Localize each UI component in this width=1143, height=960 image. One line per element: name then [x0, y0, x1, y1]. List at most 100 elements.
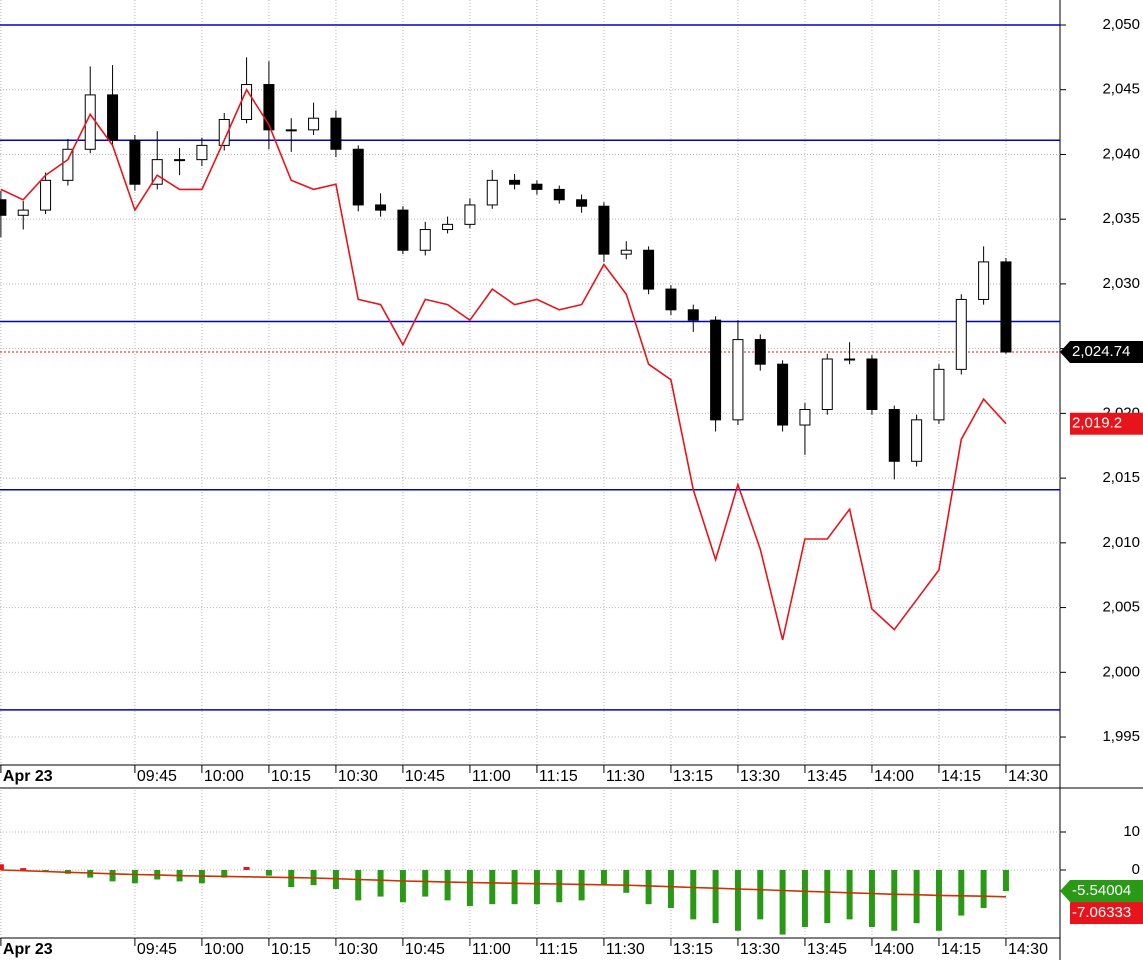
histogram-bar — [288, 869, 295, 888]
candle-body — [442, 223, 454, 231]
x-tick-label: 10:45 — [405, 941, 445, 958]
price-tag — [1060, 880, 1143, 903]
x-tick-label: 14:30 — [1008, 941, 1048, 958]
candle-body — [710, 319, 722, 421]
x-tick-label: 14:00 — [874, 768, 914, 785]
x-tick-label: 13:15 — [673, 768, 713, 785]
candle-body — [308, 117, 320, 131]
histogram-bar — [667, 869, 674, 908]
histogram-bar — [935, 869, 942, 931]
x-tick-label: 11:30 — [606, 768, 645, 785]
overlay-line — [0, 88, 1007, 641]
histogram-bar — [20, 868, 27, 870]
x-tick-label: 09:45 — [137, 768, 177, 785]
histogram-bar — [891, 869, 898, 931]
x-tick-label: 10:45 — [405, 768, 445, 785]
histogram-bar — [444, 869, 451, 901]
histogram-bar — [109, 869, 116, 882]
candle-body — [129, 139, 141, 185]
candle-body — [777, 363, 789, 426]
candle-body — [464, 204, 476, 225]
histogram-bar — [556, 869, 563, 903]
histogram-bar — [846, 869, 853, 920]
candle-body — [576, 199, 588, 207]
candle-body — [598, 205, 610, 255]
candle-body — [218, 118, 230, 146]
overlay-line — [0, 869, 1007, 898]
y-tick-label: 1,995 — [1102, 728, 1140, 745]
y-tick-label: 2,015 — [1102, 469, 1140, 486]
x-tick-label: 10:00 — [204, 768, 244, 785]
histogram-bar — [712, 869, 719, 924]
x-tick-label: 11:15 — [539, 941, 578, 958]
histogram-bar — [489, 869, 496, 905]
histogram-bar — [265, 869, 272, 876]
y-tick-label: 2,005 — [1102, 599, 1140, 616]
candle-body — [933, 368, 945, 421]
x-tick-label: 11:00 — [472, 941, 511, 958]
candle-body — [486, 179, 498, 206]
y-tick-label: 0 — [1132, 861, 1140, 878]
candle-body — [151, 159, 163, 185]
candle-body — [978, 261, 990, 300]
histogram-bar — [511, 869, 518, 905]
histogram-bar — [824, 869, 831, 924]
price-tag-label: 2,024.74 — [1072, 343, 1130, 360]
candle-body — [375, 204, 387, 211]
candle-body — [174, 159, 186, 162]
x-tick-label: 13:45 — [807, 768, 847, 785]
candle-body — [17, 209, 29, 216]
candle-body — [285, 129, 297, 132]
price-tag — [1070, 902, 1143, 925]
y-tick-label: 2,030 — [1102, 275, 1140, 292]
x-tick-label: 14:15 — [941, 941, 981, 958]
candle-body — [687, 309, 699, 321]
x-tick-label: 11:00 — [472, 768, 511, 785]
histogram-bar — [422, 869, 429, 897]
x-tick-label: 10:30 — [338, 941, 378, 958]
y-tick-label: 2,050 — [1102, 16, 1140, 33]
candle-body — [866, 358, 878, 410]
x-tick-label: 14:00 — [874, 941, 914, 958]
histogram-bar — [355, 869, 362, 901]
histogram-bar — [980, 869, 987, 908]
y-tick-label: 2,000 — [1102, 663, 1140, 680]
candle-body — [352, 148, 364, 206]
histogram-bar — [377, 869, 384, 897]
histogram-bar — [801, 869, 808, 927]
candle-body — [62, 148, 74, 181]
x-tick-label: 11:30 — [606, 941, 645, 958]
x-tick-label: 13:30 — [740, 941, 780, 958]
candle-body — [531, 183, 543, 190]
price-tag-label: -7.06333 — [1072, 904, 1131, 921]
x-tick-label: 10:15 — [271, 941, 311, 958]
x-tick-label: 13:45 — [807, 941, 847, 958]
x-tick-label: Apr 23 — [3, 768, 53, 785]
histogram-bar — [221, 869, 228, 878]
histogram-bar — [757, 869, 764, 920]
candle-body — [0, 199, 7, 216]
price-tag-label: -5.54004 — [1072, 882, 1131, 899]
histogram-bar — [913, 869, 920, 924]
candle-body — [107, 94, 119, 141]
histogram-bar — [623, 869, 630, 893]
x-tick-label: 14:15 — [941, 768, 981, 785]
candle-body — [844, 358, 856, 361]
candle-body — [754, 339, 766, 365]
candle-body — [196, 144, 208, 161]
candle-body — [911, 419, 923, 462]
x-tick-label: 13:15 — [673, 941, 713, 958]
candle-body — [419, 229, 431, 251]
y-tick-label: 2,035 — [1102, 210, 1140, 227]
histogram-bar — [779, 869, 786, 935]
histogram-bar — [399, 869, 406, 903]
x-tick-label: 10:30 — [338, 768, 378, 785]
x-tick-label: 14:30 — [1008, 768, 1048, 785]
price-tag-label: 2,019.2 — [1072, 415, 1122, 432]
histogram-bar — [1002, 869, 1009, 892]
x-tick-label: 09:45 — [137, 941, 177, 958]
candle-body — [397, 209, 409, 251]
x-tick-label: 13:30 — [740, 768, 780, 785]
candle-body — [665, 288, 677, 311]
